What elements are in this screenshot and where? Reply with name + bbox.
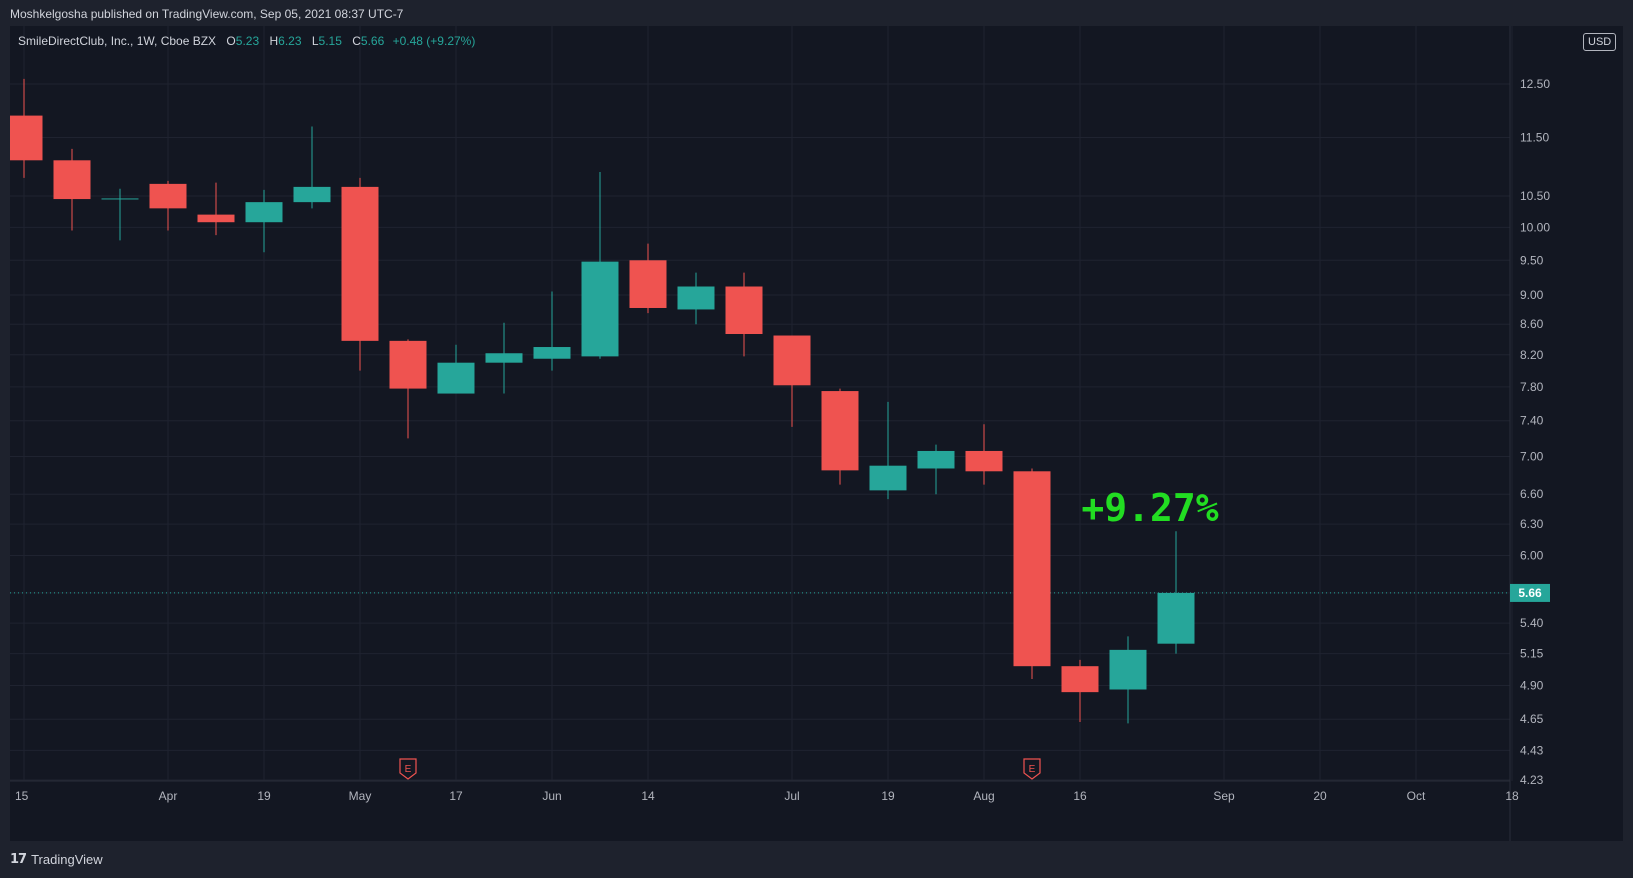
x-tick-label: 14 <box>641 789 655 803</box>
earnings-marker-icon: E <box>399 758 417 780</box>
candle-body <box>197 214 235 223</box>
candle-body <box>389 340 427 389</box>
candle-body <box>629 260 667 308</box>
publish-header: Moshkelgosha published on TradingView.co… <box>0 0 1633 26</box>
y-tick-label: 5.15 <box>1520 647 1544 661</box>
x-tick-label: 20 <box>1313 789 1327 803</box>
y-tick-label: 9.50 <box>1520 253 1544 267</box>
candle-body <box>965 450 1003 472</box>
earnings-marker-shape <box>399 758 417 780</box>
earnings-marker-label: E <box>1029 764 1036 775</box>
y-tick-label: 7.80 <box>1520 380 1544 394</box>
candle-body <box>581 261 619 357</box>
candle-body <box>1061 666 1099 693</box>
candle-body <box>677 286 715 310</box>
candlestick-chart[interactable]: 4.23 4.43 4.65 4.90 5.15 5.40 6.00 6.30 6.60 7.00… <box>10 26 1623 841</box>
y-tick-label: 5.40 <box>1520 616 1544 630</box>
candle-body <box>773 335 811 386</box>
brand-name: TradingView <box>31 852 103 867</box>
x-tick-label: 18 <box>1505 789 1519 803</box>
low-label: L <box>311 34 319 48</box>
y-tick-label: 10.00 <box>1520 220 1550 234</box>
candle-body <box>437 362 475 394</box>
candle-body <box>1013 471 1051 667</box>
x-tick-label: Oct <box>1407 789 1426 803</box>
y-tick-label: 4.90 <box>1520 679 1544 693</box>
last-price-badge <box>1510 583 1550 602</box>
x-tick-label: May <box>349 789 372 803</box>
earnings-marker-shape <box>1023 758 1041 780</box>
y-tick-label: 8.20 <box>1520 348 1544 362</box>
symbol-name: SmileDirectClub, Inc., 1W, Cboe BZX <box>18 34 217 48</box>
x-tick-label: 17 <box>449 789 463 803</box>
y-tick-label: 6.30 <box>1520 517 1544 531</box>
candle-body <box>821 391 859 471</box>
candle-body <box>869 465 907 491</box>
y-tick-label: 8.60 <box>1520 317 1544 331</box>
y-tick-label: 11.50 <box>1520 131 1549 145</box>
candle-body <box>485 353 523 363</box>
y-tick-label: 6.00 <box>1520 548 1544 562</box>
x-tick-label: Apr <box>159 789 178 803</box>
x-tick-label: 19 <box>881 789 895 803</box>
y-tick-label: 10.50 <box>1520 189 1550 203</box>
high-value: 6.23 <box>278 34 302 48</box>
earnings-marker-label: E <box>405 764 412 775</box>
x-tick-label: 15 <box>15 789 29 803</box>
y-tick-label: 4.43 <box>1520 743 1544 757</box>
candle-body <box>917 450 955 469</box>
x-tick-label: Sep <box>1213 789 1235 803</box>
candle-body <box>293 186 331 203</box>
symbol-legend: SmileDirectClub, Inc., 1W, Cboe BZX O5.2… <box>18 34 475 48</box>
publish-info: Moshkelgosha published on TradingView.co… <box>10 7 404 21</box>
close-value: 5.66 <box>360 34 385 48</box>
candle-body <box>53 160 91 200</box>
candle-body <box>725 286 763 335</box>
y-tick-label: 4.23 <box>1520 773 1544 787</box>
x-tick-label: Jul <box>784 789 799 803</box>
open-label: O <box>226 34 236 48</box>
percent-change-annotation: +9.27% <box>1081 486 1218 530</box>
y-tick-label: 7.40 <box>1520 414 1544 428</box>
candle-body <box>1109 649 1147 690</box>
y-tick-label: 6.60 <box>1520 487 1544 501</box>
chart-pane[interactable]: 4.23 4.43 4.65 4.90 5.15 5.40 6.00 6.30 6.60 7.00… <box>10 26 1623 841</box>
change-value: +0.48 (+9.27%) <box>392 34 476 48</box>
candle-body <box>149 183 187 209</box>
last-price-label: 5.66 <box>1518 586 1542 600</box>
x-tick-label: 19 <box>257 789 271 803</box>
candle-body <box>245 202 283 223</box>
x-tick-label: Aug <box>973 789 994 803</box>
candle-body <box>341 186 379 341</box>
currency-button[interactable]: USD <box>1583 33 1617 51</box>
y-tick-label: 9.00 <box>1520 288 1544 302</box>
tradingview-logo-icon: 17 <box>10 852 27 867</box>
candle-body <box>101 198 139 200</box>
low-value: 5.15 <box>318 34 342 48</box>
tradingview-brand[interactable]: 17 TradingView <box>10 852 103 867</box>
open-value: 5.23 <box>235 34 260 48</box>
candle-body <box>533 347 571 359</box>
y-tick-label: 7.00 <box>1520 449 1544 463</box>
earnings-marker-icon: E <box>1023 758 1041 780</box>
high-label: H <box>269 34 279 48</box>
close-label: C <box>352 34 361 48</box>
x-tick-label: Jun <box>542 789 561 803</box>
candle-body <box>1157 592 1195 644</box>
footer: 17 TradingView <box>0 841 1633 878</box>
y-tick-label: 4.65 <box>1520 712 1544 726</box>
x-tick-label: 16 <box>1073 789 1087 803</box>
y-tick-label: 12.50 <box>1520 77 1550 91</box>
candle-body <box>10 115 43 161</box>
